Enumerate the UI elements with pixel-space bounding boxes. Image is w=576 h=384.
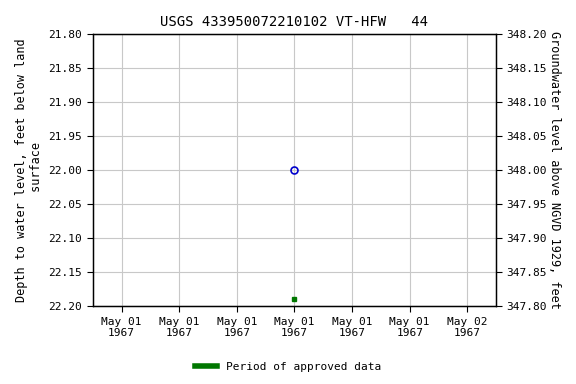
Title: USGS 433950072210102 VT-HFW   44: USGS 433950072210102 VT-HFW 44 (161, 15, 429, 29)
Legend: Period of approved data: Period of approved data (191, 358, 385, 377)
Y-axis label: Groundwater level above NGVD 1929, feet: Groundwater level above NGVD 1929, feet (548, 31, 561, 309)
Y-axis label: Depth to water level, feet below land
 surface: Depth to water level, feet below land su… (15, 38, 43, 302)
